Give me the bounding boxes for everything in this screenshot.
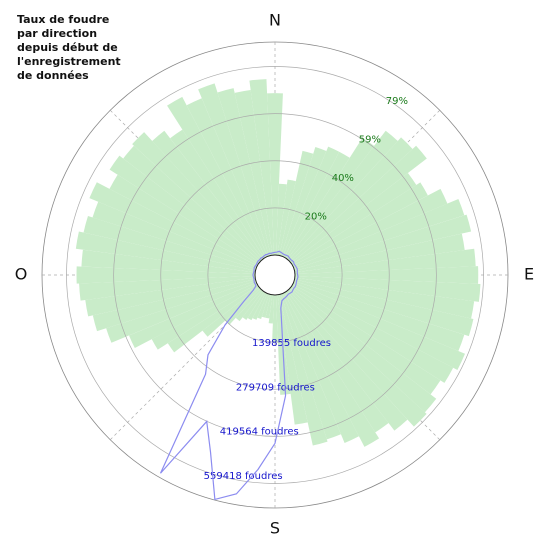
direction-bar: [109, 155, 260, 265]
direction-bar: [292, 188, 448, 268]
direction-bar: [92, 279, 256, 332]
count-tick-label: 559418 foudres: [204, 471, 283, 482]
direction-bar: [234, 90, 273, 256]
direction-bar: [81, 249, 256, 275]
direction-bar: [252, 292, 268, 320]
direction-bar: [294, 214, 472, 271]
direction-bar: [186, 98, 268, 258]
direction-bar: [109, 174, 259, 266]
direction-bar: [85, 277, 256, 317]
direction-bar: [281, 146, 327, 257]
direction-bar: [292, 282, 465, 370]
direction-bar: [167, 285, 260, 353]
direction-bar: [225, 288, 262, 325]
percent-tick-label: 79%: [386, 96, 408, 107]
direction-bar: [294, 277, 475, 319]
ring-grid-line: [113, 113, 437, 437]
direction-bar: [170, 129, 265, 260]
direction-bar: [242, 290, 265, 320]
direction-bar: [282, 146, 340, 258]
percent-tick-label: 20%: [305, 212, 327, 223]
direction-bar: [217, 88, 271, 256]
direction-bar: [284, 291, 380, 447]
direction-bar: [279, 150, 314, 256]
direction-bar: [277, 179, 296, 256]
direction-bar: [291, 284, 454, 383]
direction-bar: [290, 173, 417, 265]
direction-bar: [83, 216, 256, 271]
direction-bar: [92, 201, 257, 269]
direction-bar: [76, 266, 256, 284]
percent-tick-label: 59%: [359, 135, 381, 146]
direction-bar: [287, 289, 408, 431]
count-tick-label: 419564 foudres: [220, 427, 299, 438]
direction-bar: [123, 145, 261, 263]
direction-bar: [275, 183, 287, 256]
direction-bar: [285, 290, 389, 433]
direction-bar: [277, 294, 308, 425]
direction-bar: [282, 292, 359, 443]
direction-bar: [293, 281, 465, 351]
direction-bar: [261, 294, 271, 318]
direction-bar: [290, 285, 441, 395]
direction-bar: [89, 182, 258, 268]
direction-bar: [151, 284, 259, 350]
direction-bar: [249, 79, 275, 256]
direction-bar: [285, 137, 375, 260]
direction-bar: [293, 199, 465, 269]
ring-grid-line: [160, 160, 390, 390]
direction-bar: [257, 293, 269, 320]
count-tick-label: 139855 foudres: [252, 338, 331, 349]
direction-bar: [265, 294, 273, 319]
ring-grid-line: [66, 66, 484, 484]
direction-bar: [281, 293, 341, 440]
direction-bar: [289, 145, 427, 263]
center-circle: [254, 254, 296, 296]
direction-bar: [284, 151, 350, 259]
direction-bar: [279, 294, 328, 446]
direction-bar: [288, 137, 413, 262]
direction-bar: [291, 182, 428, 266]
direction-bar: [294, 233, 465, 273]
ring-grid-line: [207, 207, 343, 343]
direction-bar: [235, 289, 263, 322]
direction-bar: [294, 275, 481, 302]
direction-bar: [288, 288, 427, 427]
direction-bar: [132, 132, 262, 262]
direction-bar: [75, 231, 256, 273]
direction-bar: [152, 130, 263, 261]
direction-label: S: [270, 519, 280, 538]
direction-bar: [106, 281, 257, 343]
direction-bar: [294, 248, 476, 275]
direction-label: E: [524, 265, 534, 284]
direction-bar: [268, 294, 275, 324]
direction-bar: [128, 282, 258, 348]
chart-title: Taux de foudre par direction depuis débu…: [17, 13, 121, 82]
direction-label: N: [269, 11, 281, 30]
direction-bar: [272, 294, 278, 343]
direction-label: O: [15, 265, 28, 284]
direction-bar: [267, 93, 283, 256]
direction-bar: [198, 83, 269, 257]
direction-bar: [294, 279, 474, 337]
count-line: [159, 250, 299, 501]
direction-bar: [294, 266, 479, 284]
direction-bar: [247, 291, 266, 321]
direction-bar: [167, 96, 266, 259]
count-tick-label: 279709 foudres: [236, 382, 315, 393]
percent-tick-label: 40%: [332, 173, 354, 184]
direction-bar: [79, 275, 256, 301]
direction-bar: [287, 130, 398, 261]
